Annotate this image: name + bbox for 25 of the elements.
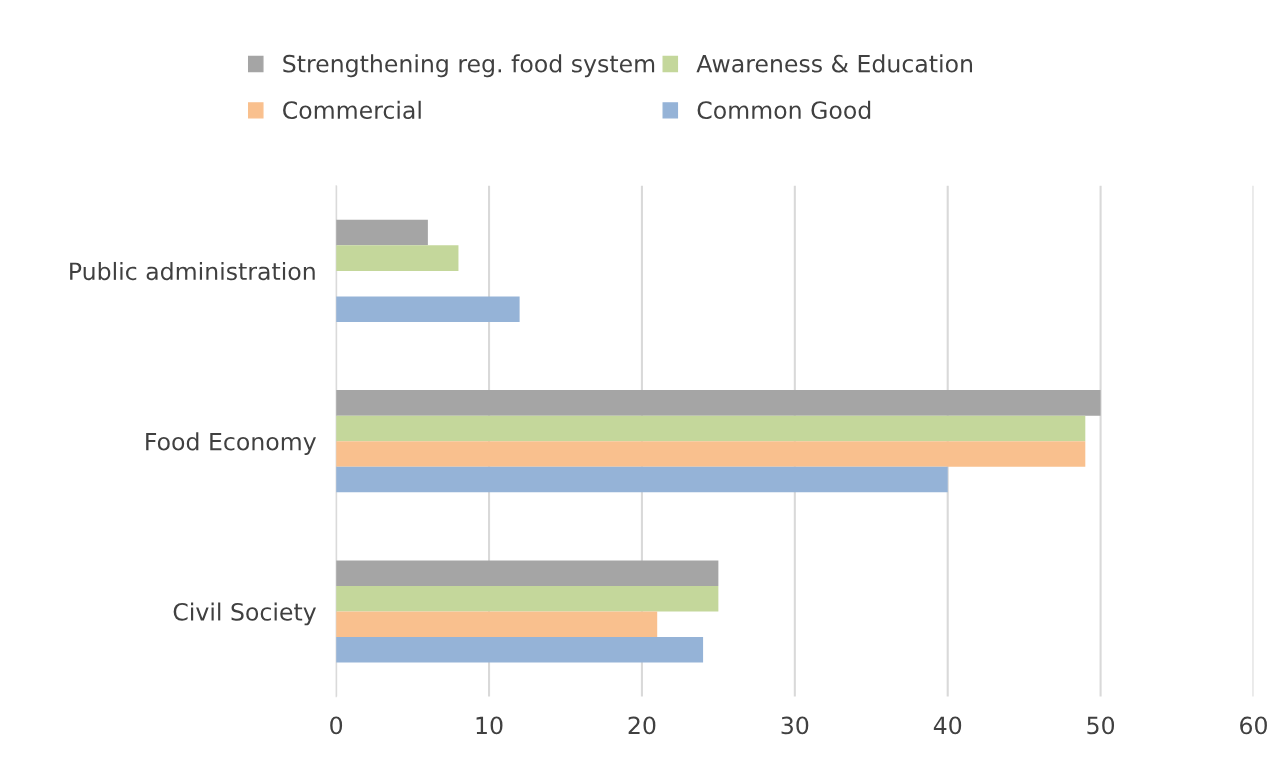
bar: [336, 245, 459, 271]
bar: [336, 441, 1086, 467]
legend-label: Common Good: [697, 100, 871, 120]
x-tick-label: 60: [1240, 716, 1267, 735]
bar: [336, 415, 1086, 442]
x-tick-label: 30: [781, 716, 809, 735]
legend-label: Strengthening reg. food system: [283, 54, 655, 78]
bar: [336, 466, 948, 493]
bar: [336, 219, 428, 246]
x-tick-label: 40: [933, 716, 962, 735]
x-tick-label: 20: [628, 716, 656, 735]
y-tick-label: Public administration: [70, 261, 315, 281]
y-tick-label: Civil Society: [173, 602, 316, 626]
x-tick-label: 0: [330, 716, 343, 735]
bar: [336, 637, 704, 663]
legend-label: Awareness & Education: [696, 54, 973, 73]
bar: [336, 296, 520, 322]
x-tick-label: 10: [476, 716, 503, 735]
y-tick-label: Food Economy: [146, 432, 316, 456]
bar: [336, 585, 719, 612]
bar: [336, 560, 719, 586]
bar: [336, 611, 658, 637]
bar: [336, 390, 1101, 416]
legend-label: Commercial: [283, 100, 421, 120]
x-tick-label: 50: [1087, 716, 1115, 735]
